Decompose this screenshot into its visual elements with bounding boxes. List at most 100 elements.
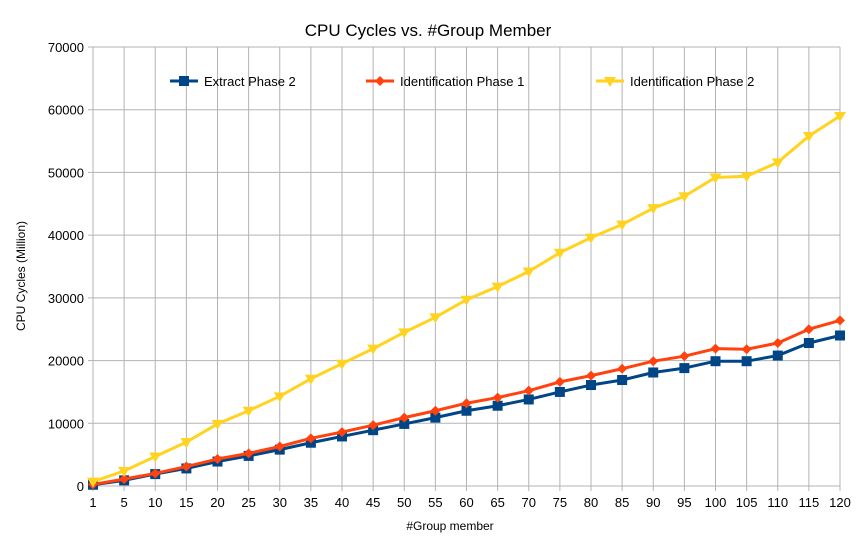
x-tick-label: 30 — [273, 495, 287, 510]
data-point — [368, 425, 379, 436]
data-point — [399, 412, 410, 423]
data-point — [336, 359, 348, 370]
data-point — [118, 466, 131, 477]
x-tick-label: 20 — [210, 495, 224, 510]
data-point — [741, 356, 752, 367]
data-point — [150, 468, 161, 479]
data-point — [523, 394, 534, 405]
x-tick-label: 55 — [428, 495, 442, 510]
x-tick-label: 115 — [799, 495, 820, 510]
data-point — [430, 405, 441, 416]
grid — [92, 46, 841, 487]
x-axis-title: #Group member — [406, 519, 493, 533]
y-tick-label: 20000 — [48, 354, 84, 369]
y-tick-label: 60000 — [48, 103, 84, 118]
data-point — [617, 363, 628, 374]
data-point — [180, 438, 193, 449]
data-point — [554, 376, 565, 387]
data-point — [709, 173, 722, 184]
y-tick-label: 0 — [77, 479, 84, 494]
data-point — [772, 338, 783, 349]
y-axis-title: CPU Cycles (Million) — [14, 221, 28, 331]
x-tick-label: 90 — [646, 495, 660, 510]
data-point — [617, 375, 628, 386]
data-point — [834, 111, 846, 122]
x-tick-label: 10 — [148, 495, 162, 510]
data-point — [492, 400, 503, 411]
data-point — [492, 392, 503, 403]
data-point — [648, 367, 659, 378]
data-point — [399, 418, 410, 429]
data-point — [710, 343, 721, 354]
series-identification-phase-2 — [87, 111, 846, 488]
data-point — [429, 313, 442, 324]
data-point — [243, 448, 254, 459]
x-tick-label: 120 — [829, 495, 851, 510]
legend: Extract Phase 2 Identification Phase 1 Ide… — [170, 74, 754, 89]
data-point — [616, 220, 629, 231]
x-tick-label: 80 — [584, 495, 598, 510]
series-layer — [87, 111, 846, 490]
data-point — [647, 204, 660, 215]
y-tick-label: 10000 — [48, 416, 84, 431]
y-tick-label: 50000 — [48, 165, 84, 180]
axes — [88, 46, 841, 491]
data-point — [87, 477, 99, 488]
legend-item: Extract Phase 2 — [170, 74, 296, 89]
data-point — [522, 267, 535, 278]
data-point — [710, 356, 721, 367]
x-tick-label: 75 — [553, 495, 567, 510]
y-tick-label: 70000 — [48, 40, 84, 55]
chart-title: CPU Cycles vs. #Group Member — [305, 21, 552, 40]
data-point — [771, 158, 784, 169]
data-point — [523, 385, 534, 396]
data-point — [586, 370, 596, 381]
data-point — [368, 420, 379, 431]
legend-swatch-marker — [179, 76, 189, 86]
x-tick-label: 35 — [304, 495, 318, 510]
y-tick-label: 40000 — [48, 228, 84, 243]
data-point — [337, 427, 347, 438]
x-tick-label: 105 — [736, 495, 758, 510]
data-point — [367, 344, 380, 355]
data-point — [181, 461, 192, 472]
data-point — [802, 132, 815, 143]
data-point — [772, 350, 783, 361]
x-tick-label: 45 — [366, 495, 380, 510]
legend-item: Identification Phase 2 — [596, 74, 754, 89]
x-tick-label: 1 — [89, 495, 96, 510]
data-point — [648, 356, 659, 367]
x-tick-label: 110 — [767, 495, 788, 510]
x-tick-label: 50 — [397, 495, 411, 510]
data-point — [149, 452, 162, 463]
legend-label: Extract Phase 2 — [204, 74, 296, 89]
y-tick-label: 30000 — [48, 291, 84, 306]
legend-swatch-marker — [604, 77, 616, 87]
legend-item: Identification Phase 1 — [366, 74, 524, 89]
x-tick-label: 60 — [459, 495, 473, 510]
data-point — [398, 328, 411, 339]
data-point — [461, 398, 472, 409]
data-point — [554, 386, 565, 397]
x-tick-label: 70 — [522, 495, 536, 510]
data-point — [679, 351, 690, 362]
x-tick-label: 100 — [705, 495, 727, 510]
x-tick-label: 65 — [490, 495, 504, 510]
data-point — [553, 248, 566, 259]
data-point — [430, 412, 441, 423]
data-point — [460, 295, 473, 306]
data-point — [242, 406, 255, 417]
data-point — [803, 324, 814, 335]
data-point — [740, 172, 753, 183]
legend-swatch-marker — [375, 76, 385, 86]
x-tick-label: 85 — [615, 495, 629, 510]
data-point — [835, 330, 845, 341]
x-tick-label: 25 — [241, 495, 255, 510]
data-point — [211, 419, 224, 430]
x-tick-label: 40 — [335, 495, 349, 510]
legend-label: Identification Phase 1 — [400, 74, 524, 89]
x-tick-label: 95 — [677, 495, 691, 510]
data-point — [585, 233, 597, 244]
